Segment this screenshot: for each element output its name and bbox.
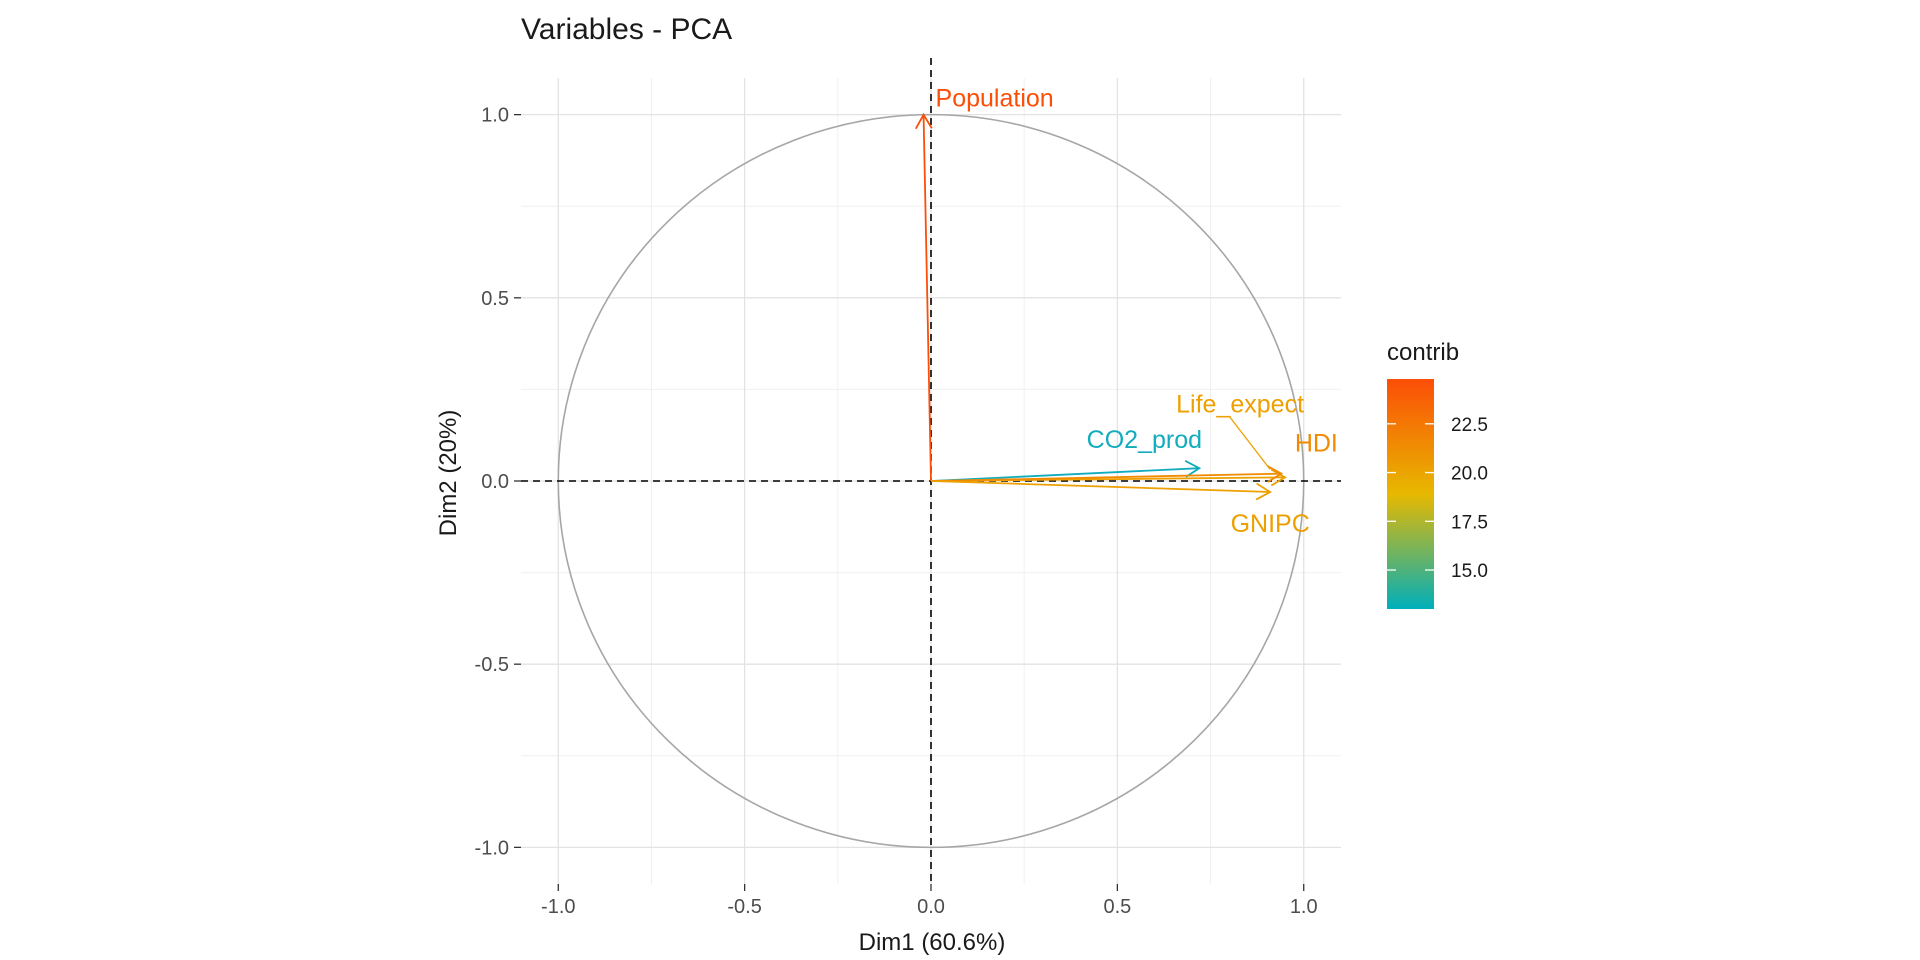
y-axis-title: Dim2 (20%)	[435, 410, 462, 537]
legend-ticks: 15.0 17.5 20.0 22.5	[1387, 415, 1488, 582]
arrowhead-population	[915, 112, 933, 130]
legend-tick-label: 17.5	[1451, 512, 1488, 533]
y-tick-label: 0.5	[481, 288, 509, 310]
variable-labels: Population Life_expect CO2_prod HDI GNIPC	[936, 85, 1338, 538]
chart-title: Variables - PCA	[521, 13, 732, 46]
variable-arrows	[915, 112, 1287, 501]
legend-tick-label: 22.5	[1451, 415, 1488, 436]
legend-tick-label: 20.0	[1451, 464, 1488, 485]
y-tick-label: -0.5	[475, 654, 509, 676]
legend-tick-label: 15.0	[1451, 561, 1488, 582]
y-tick-label: 1.0	[481, 105, 509, 127]
arrow-population	[922, 114, 932, 482]
variable-label-life-expect: Life_expect	[1176, 390, 1304, 418]
x-axis-title: Dim1 (60.6%)	[859, 929, 1006, 956]
leader-line-life-expect	[1229, 416, 1271, 470]
y-tick-label: -1.0	[475, 837, 509, 859]
variable-label-gnipc: GNIPC	[1231, 510, 1310, 538]
x-tick-label: 1.0	[1290, 896, 1318, 918]
variable-label-co2-prod: CO2_prod	[1087, 426, 1202, 454]
arrow-hdi	[930, 472, 1282, 482]
x-tick-label: -1.0	[541, 896, 575, 918]
x-tick-label: 0.0	[917, 896, 945, 918]
arrow-co2-prod	[930, 467, 1200, 482]
legend-colorbar	[1387, 379, 1434, 609]
y-tick-label: 0.0	[481, 471, 509, 493]
arrow-gnipc	[930, 480, 1271, 493]
arrowhead-gnipc	[1255, 482, 1272, 501]
arrowhead-hdi	[1266, 465, 1284, 483]
legend: contrib 15.0 17.5 20.0 22.5	[1387, 339, 1488, 609]
variable-label-hdi: HDI	[1295, 430, 1338, 458]
arrowhead-life-expect	[1270, 468, 1287, 487]
variable-label-population: Population	[936, 85, 1054, 113]
arrowhead-co2-prod	[1184, 460, 1202, 478]
x-tick-label: 0.5	[1103, 896, 1131, 918]
legend-title: contrib	[1387, 339, 1459, 366]
axes: -1.0 -0.5 0.0 0.5 1.0 -1.0 -0.5 0.0 0.5 1.0	[475, 105, 1318, 918]
x-tick-label: -0.5	[727, 896, 761, 918]
